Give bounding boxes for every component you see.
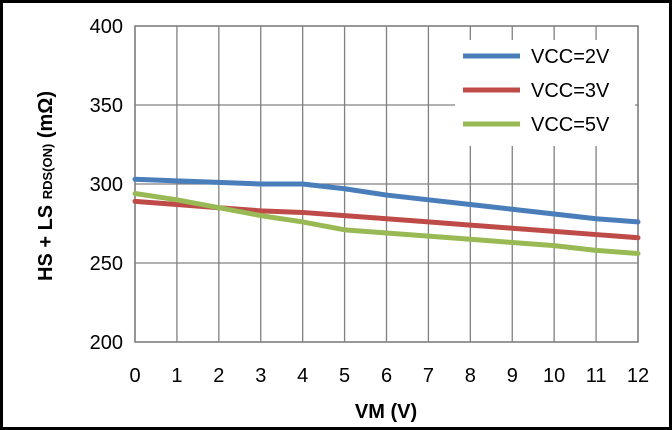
x-tick-label: 1 bbox=[171, 365, 182, 387]
series-line bbox=[132, 190, 641, 257]
legend-label: VCC=3V bbox=[531, 80, 610, 102]
legend-label: VCC=2V bbox=[531, 46, 610, 68]
legend-label: VCC=5V bbox=[531, 114, 610, 136]
x-tick-label: 4 bbox=[297, 365, 308, 387]
x-tick-label: 6 bbox=[381, 365, 392, 387]
x-tick-label: 3 bbox=[255, 365, 266, 387]
y-axis-title-unit: (mΩ) bbox=[35, 91, 57, 144]
x-tick-label: 7 bbox=[423, 365, 434, 387]
legend: VCC=2V VCC=3V VCC=5V bbox=[455, 40, 635, 146]
series-line bbox=[132, 176, 641, 225]
y-tick-label: 300 bbox=[90, 174, 123, 196]
y-tick-label: 200 bbox=[90, 332, 123, 354]
y-tick-label: 250 bbox=[90, 253, 123, 275]
y-axis-title-sub: RDS(ON) bbox=[40, 144, 55, 200]
x-tick-label: 10 bbox=[543, 365, 565, 387]
y-tick-label: 400 bbox=[90, 16, 123, 38]
x-tick-label: 12 bbox=[627, 365, 649, 387]
y-tick-label: 350 bbox=[90, 95, 123, 117]
y-tick-labels: 200 250 300 350 400 bbox=[90, 16, 123, 354]
x-tick-label: 11 bbox=[586, 365, 607, 387]
x-tick-label: 9 bbox=[507, 365, 518, 387]
x-axis-title: VM (V) bbox=[355, 401, 417, 423]
plot-area-border bbox=[134, 25, 639, 343]
y-axis-title: HS + LS RDS(ON) (mΩ) bbox=[35, 91, 57, 281]
x-tick-label: 2 bbox=[213, 365, 224, 387]
y-axis-title-main: HS + LS bbox=[35, 199, 57, 281]
x-tick-label: 5 bbox=[339, 365, 350, 387]
x-tick-label: 8 bbox=[465, 365, 476, 387]
x-tick-label: 0 bbox=[129, 365, 140, 387]
x-tick-labels: 0 1 2 3 4 5 6 7 8 9 10 11 12 bbox=[129, 365, 649, 387]
series-lines bbox=[132, 176, 641, 257]
